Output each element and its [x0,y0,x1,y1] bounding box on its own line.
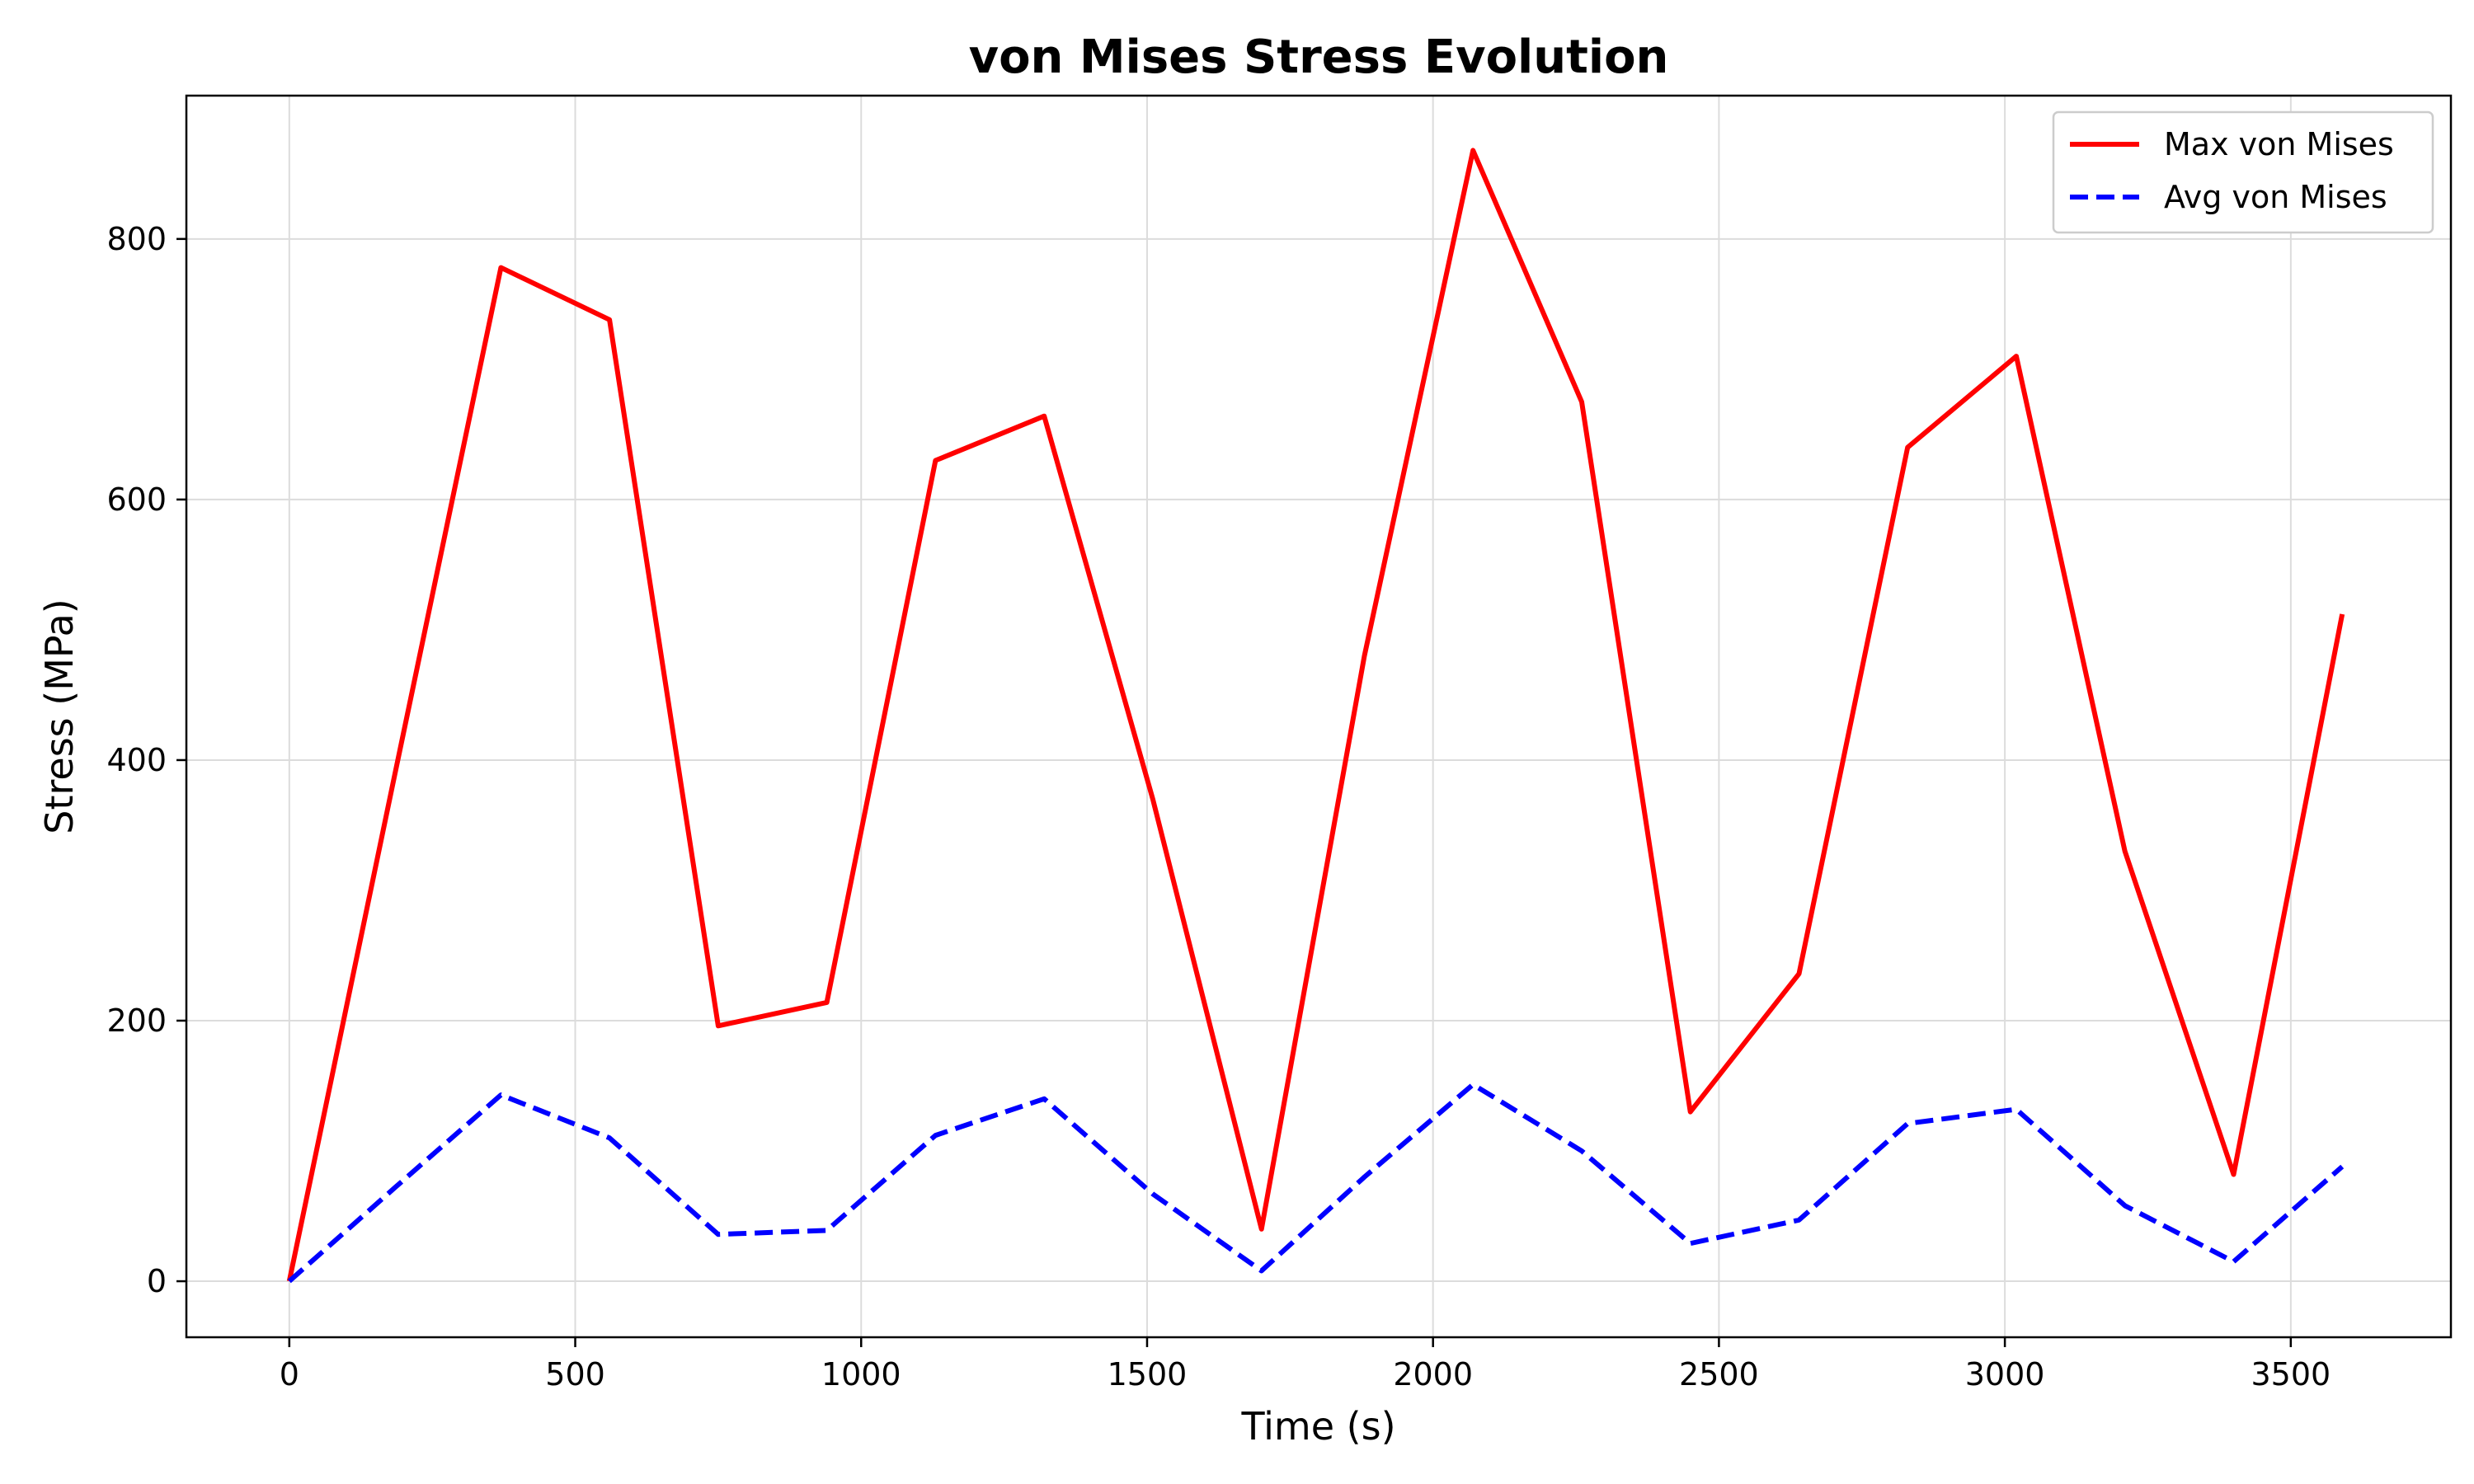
plot-frame [185,94,2453,1339]
x-axis-label: Time (s) [1240,1404,1395,1449]
grid [186,96,2451,1337]
y-axis-ticks: 0 200 400 600 800 [106,221,186,1299]
chart-title: von Mises Stress Evolution [969,31,1669,84]
x-tick-label: 1000 [821,1356,901,1392]
y-tick-label: 200 [106,1003,167,1039]
series-layer [286,148,2345,1284]
y-tick-label: 0 [147,1263,167,1299]
y-tick-label: 800 [106,221,167,257]
legend-label-max-von-mises: Max von Mises [2164,126,2394,162]
x-tick-label: 500 [545,1356,605,1392]
x-tick-label: 3000 [1965,1356,2045,1392]
series-line-avg-von-mises [287,1082,2345,1284]
y-axis-label: Stress (MPa) [37,599,82,834]
x-tick-label: 0 [280,1356,299,1392]
x-tick-label: 1500 [1108,1356,1188,1392]
legend: Max von Mises Avg von Mises [2052,110,2434,234]
x-tick-label: 2000 [1393,1356,1473,1392]
legend-box [2052,110,2434,234]
x-tick-label: 3500 [2251,1356,2331,1392]
y-tick-label: 400 [106,742,167,778]
x-tick-label: 2500 [1679,1356,1759,1392]
series-line-max-von-mises [286,148,2345,1282]
x-axis-ticks: 0 500 1000 1500 2000 2500 3000 3500 [280,1337,2331,1392]
legend-label-avg-von-mises: Avg von Mises [2164,179,2387,215]
y-tick-label: 600 [106,481,167,518]
